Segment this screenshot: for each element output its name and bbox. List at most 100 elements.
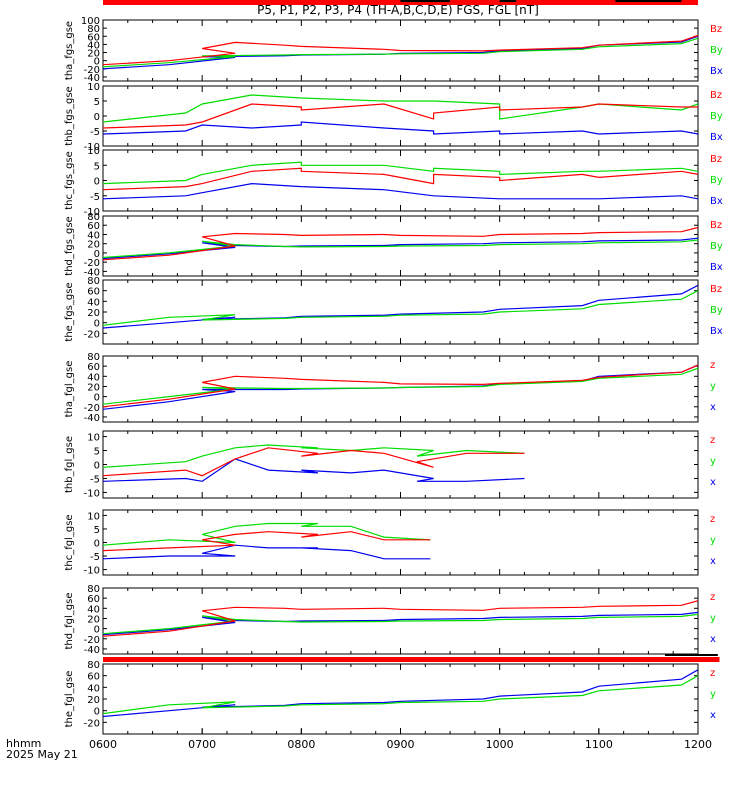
x-tick-label: 0700: [188, 738, 216, 751]
y-tick-label: -20: [84, 65, 100, 76]
y-tick-label: 60: [87, 594, 100, 605]
y-tick-label: 10: [87, 511, 100, 522]
y-tick-label: 0: [94, 625, 100, 636]
legend-z: z: [710, 668, 715, 679]
series-line-By: [103, 239, 698, 259]
series-line-Bz: [103, 226, 698, 261]
legend-z: z: [710, 514, 715, 525]
series-group: [103, 364, 698, 410]
panel-frame: [102, 430, 699, 499]
legend-y: y: [710, 689, 716, 700]
y-axis-label: thb_fgl_gse: [64, 436, 75, 493]
y-tick-label: -40: [84, 413, 100, 424]
y-axis-label: thc_fgl_gse: [64, 514, 75, 570]
legend-Bz: Bz: [710, 90, 722, 101]
y-tick-label: -40: [84, 645, 100, 656]
panel-frame: [102, 149, 699, 212]
y-tick-label: 60: [87, 287, 100, 298]
y-tick-label: 0: [94, 112, 100, 123]
y-tick-label: 20: [87, 382, 100, 393]
x-tick-label: 0600: [89, 738, 117, 751]
series-line-y: [103, 613, 698, 635]
y-axis-label: the_fgs_gse: [64, 282, 75, 341]
series-line-By: [103, 161, 698, 185]
y-axis-label: tha_fgs_gse: [64, 21, 75, 80]
panel-thb_fgs_gse: 10 5 0 -5 -10 thb_fgs_gse Bz By Bx: [64, 82, 723, 153]
y-tick-label: -20: [84, 635, 100, 646]
series-line-Bz: [103, 34, 698, 66]
legend-Bz: Bz: [710, 220, 722, 231]
legend-By: By: [710, 45, 723, 56]
y-tick-label: -5: [90, 192, 100, 203]
legend-By: By: [710, 305, 723, 316]
y-tick-label: 10: [87, 146, 100, 157]
legend-Bz: Bz: [710, 24, 722, 35]
x-axis-date: 2025 May 21: [6, 748, 78, 761]
legend-x: x: [710, 402, 716, 413]
series-group: [103, 94, 698, 135]
y-tick-label: 0: [94, 393, 100, 404]
y-tick-label: 40: [87, 297, 100, 308]
y-tick-label: 20: [87, 49, 100, 60]
legend-z: z: [710, 435, 715, 446]
mode-bar: [103, 0, 698, 5]
y-tick-label: 80: [87, 660, 100, 671]
x-axis: 0600 0700 0800 0900 1000 1100 1200: [89, 20, 712, 751]
y-tick-label: 0: [94, 177, 100, 188]
mode-bar-red: [103, 657, 720, 662]
panel-frame: [102, 279, 699, 345]
legend-x: x: [710, 556, 716, 567]
legend-x: x: [710, 634, 716, 645]
y-axis-label: the_fgl_gse: [64, 671, 75, 728]
series-line-z: [103, 600, 698, 637]
series-line-z: [103, 447, 525, 477]
y-tick-label: -10: [84, 488, 100, 499]
y-tick-label: 5: [94, 161, 100, 172]
y-tick-label: 80: [87, 352, 100, 363]
y-tick-label: 80: [87, 276, 100, 287]
legend-By: By: [710, 111, 723, 122]
y-axis-label: thb_fgs_gse: [64, 86, 75, 145]
y-tick-label: -5: [90, 552, 100, 563]
series-group: [103, 226, 698, 261]
y-tick-label: 20: [87, 614, 100, 625]
legend-Bx: Bx: [710, 326, 723, 337]
panel-thc_fgl_gse: 10 5 0 -5 -10 thc_fgl_gse zyx: [64, 509, 716, 577]
y-tick-label: -20: [84, 718, 100, 729]
series-group: [103, 669, 698, 718]
series-group: [103, 284, 698, 329]
series-line-z: [103, 531, 431, 552]
series-line-z: [103, 364, 698, 408]
series-line-By: [103, 290, 698, 326]
mode-bar: [103, 654, 720, 662]
y-tick-label: 60: [87, 672, 100, 683]
y-tick-label: -20: [84, 329, 100, 340]
series-line-By: [103, 37, 698, 68]
series-line-x: [103, 458, 525, 482]
y-tick-label: 80: [87, 24, 100, 35]
y-tick-label: 20: [87, 308, 100, 319]
legend-Bx: Bx: [710, 66, 723, 77]
y-axis-label: thc_fgs_gse: [64, 151, 75, 210]
y-tick-label: 40: [87, 40, 100, 51]
legend-x: x: [710, 477, 716, 488]
panel-thb_fgl_gse: 10 5 0 -5 -10 thb_fgl_gse zyx: [64, 430, 716, 499]
mode-bar-black: [499, 0, 517, 2]
y-tick-label: 0: [94, 57, 100, 68]
y-tick-label: 5: [94, 525, 100, 536]
mode-bar-black: [400, 0, 451, 2]
mode-bar-black: [664, 654, 718, 656]
x-tick-label: 1100: [585, 738, 613, 751]
y-tick-label: 20: [87, 240, 100, 251]
panel-thc_fgs_gse: 10 5 0 -5 -10 thc_fgs_gse Bz By Bx: [64, 146, 723, 218]
y-tick-label: -20: [84, 258, 100, 269]
legend-x: x: [710, 710, 716, 721]
series-line-Bx: [103, 121, 698, 135]
legend-y: y: [710, 381, 716, 392]
mode-bars: [103, 0, 720, 662]
y-tick-label: -10: [84, 142, 100, 153]
x-axis-label: hhmm: [6, 737, 41, 750]
